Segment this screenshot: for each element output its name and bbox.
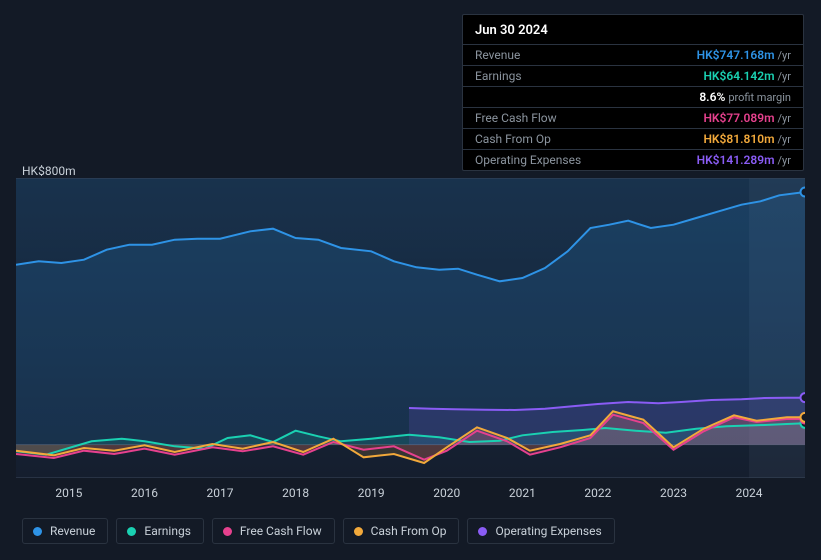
x-axis-label: 2017 [207,486,234,500]
tooltip-row-value: HK$77.089m/yr [703,111,791,125]
tooltip-row-value: HK$81.810m/yr [703,132,791,146]
tooltip-row-label: Cash From Op [475,132,551,146]
legend-item-revenue[interactable]: Revenue [22,518,108,544]
tooltip-row: 8.6%profit margin [463,87,803,108]
tooltip-row-value: 8.6%profit margin [699,90,791,104]
x-axis-label: 2016 [131,486,158,500]
tooltip-row-label: Free Cash Flow [475,111,557,125]
legend-swatch [478,527,487,536]
series-marker-revenue[interactable] [801,188,806,197]
tooltip-row: Revenue HK$747.168m/yr [463,45,803,66]
tooltip-title: Jun 30 2024 [463,21,803,45]
y-axis-label: HK$800m [22,164,76,178]
legend-swatch [127,527,136,536]
tooltip-row-label: Operating Expenses [475,153,581,167]
x-axis-label: 2018 [282,486,309,500]
tooltip-row: Cash From Op HK$81.810m/yr [463,129,803,150]
legend-swatch [33,527,42,536]
series-marker-cash_from_op[interactable] [801,413,806,422]
financials-chart: Jun 30 2024 Revenue HK$747.168m/yr Earning… [0,0,821,560]
legend-swatch [223,527,232,536]
legend-label: Operating Expenses [495,524,601,538]
tooltip-row: Free Cash Flow HK$77.089m/yr [463,108,803,129]
legend-label: Free Cash Flow [240,524,322,538]
chart-legend: Revenue Earnings Free Cash Flow Cash From O… [22,518,615,544]
x-axis-label: 2023 [660,486,687,500]
legend-item-free_cash_flow[interactable]: Free Cash Flow [212,518,335,544]
x-axis-label: 2015 [55,486,82,500]
legend-label: Earnings [144,524,191,538]
chart-tooltip: Jun 30 2024 Revenue HK$747.168m/yr Earning… [462,14,804,171]
tooltip-row-label: Earnings [475,69,522,83]
tooltip-row-value: HK$141.289m/yr [697,153,791,167]
x-axis-label: 2024 [736,486,763,500]
legend-label: Revenue [50,524,95,538]
tooltip-row-value: HK$747.168m/yr [697,48,791,62]
x-axis-label: 2019 [358,486,385,500]
x-axis-label: 2020 [433,486,460,500]
tooltip-row-label: Revenue [475,48,520,62]
x-axis-label: 2021 [509,486,536,500]
legend-item-cash_from_op[interactable]: Cash From Op [343,518,460,544]
tooltip-row: Operating Expenses HK$141.289m/yr [463,150,803,170]
legend-swatch [354,527,363,536]
x-axis-label: 2022 [584,486,611,500]
plot-area[interactable] [16,178,805,478]
legend-item-earnings[interactable]: Earnings [116,518,204,544]
legend-label: Cash From Op [371,524,447,538]
tooltip-row: Earnings HK$64.142m/yr [463,66,803,87]
legend-item-operating_expenses[interactable]: Operating Expenses [467,518,614,544]
tooltip-row-value: HK$64.142m/yr [703,69,791,83]
series-marker-operating_expenses[interactable] [801,393,806,402]
